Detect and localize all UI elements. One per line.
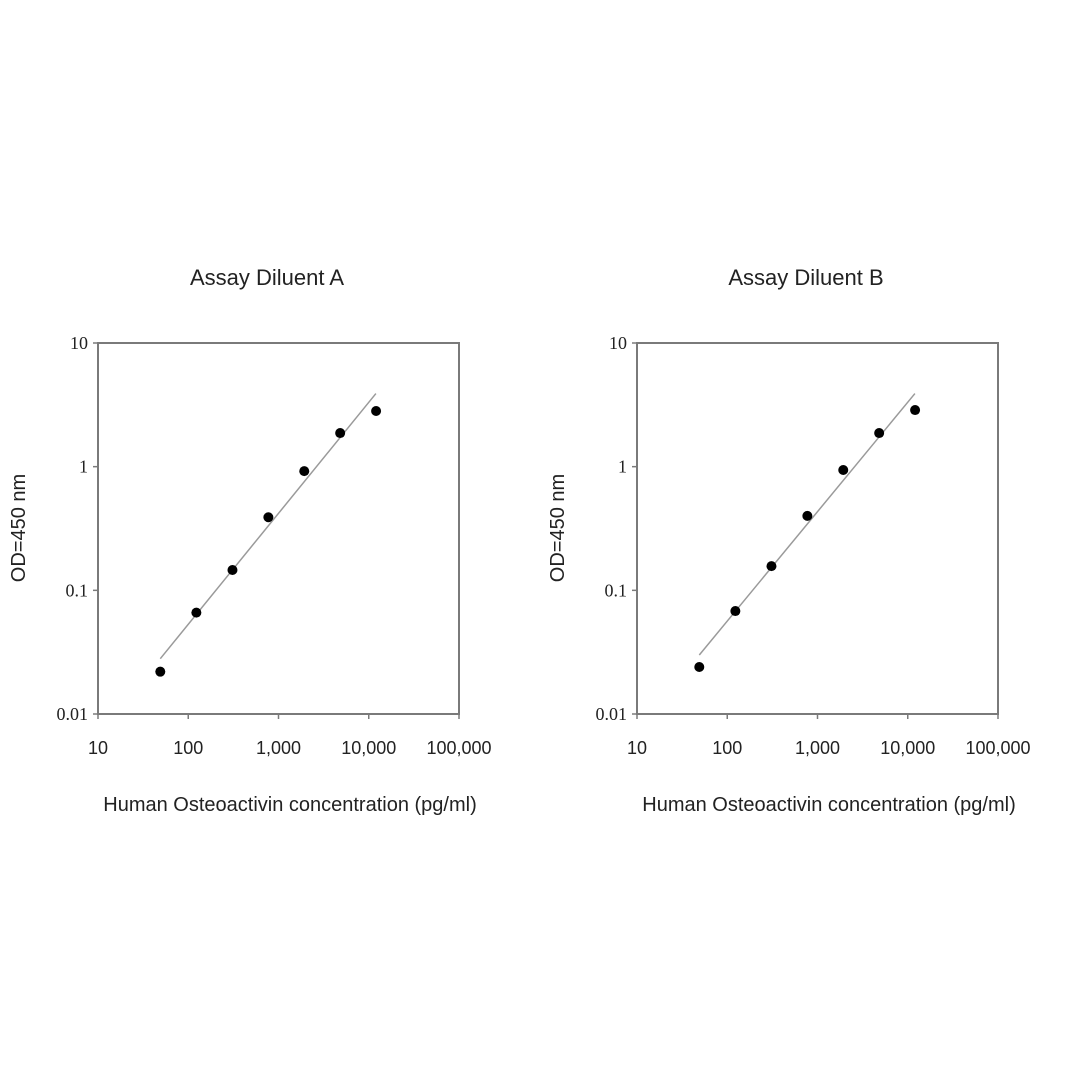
- data-point: [766, 561, 777, 572]
- y-tick-label: 0.01: [57, 704, 89, 724]
- data-points: [694, 405, 921, 672]
- data-point: [371, 405, 382, 416]
- y-tick-label: 10: [609, 333, 627, 353]
- y-tick-label: 0.1: [605, 580, 628, 600]
- y-axis-title: OD=450 nm: [8, 474, 30, 582]
- plot-frame: [636, 342, 999, 715]
- data-point: [335, 428, 346, 439]
- data-point: [910, 405, 921, 416]
- chart-title: Assay Diluent B: [728, 265, 883, 290]
- data-point: [191, 607, 202, 618]
- data-point: [802, 510, 813, 521]
- data-point: [838, 464, 849, 475]
- plot-frame: [97, 342, 460, 715]
- x-tick-label: 100,000: [965, 738, 1030, 758]
- x-tick-label: 1,000: [795, 738, 840, 758]
- x-tick-label: 10: [88, 738, 108, 758]
- x-tick-label: 10,000: [341, 738, 396, 758]
- x-ticks: 10 100 1,000 10,000 100,000: [88, 714, 492, 758]
- y-tick-label: 1: [79, 457, 88, 477]
- x-ticks: 10 100 1,000 10,000 100,000: [627, 714, 1031, 758]
- data-point: [155, 666, 166, 677]
- plot-area: 10 1 0.1 0.01 10 100 1,000 10,000 100,000: [596, 333, 1031, 758]
- chart-panel-b: Assay Diluent B OD=450 nm Human Osteoact…: [547, 265, 1031, 816]
- y-tick-label: 0.1: [66, 580, 89, 600]
- x-tick-label: 100: [712, 738, 742, 758]
- data-point: [694, 661, 705, 672]
- x-tick-label: 10: [627, 738, 647, 758]
- y-ticks: 10 1 0.1 0.01: [596, 333, 637, 724]
- data-point: [874, 428, 885, 439]
- x-tick-label: 100: [173, 738, 203, 758]
- y-tick-label: 1: [618, 457, 627, 477]
- y-axis-title: OD=450 nm: [547, 474, 569, 582]
- x-tick-label: 10,000: [880, 738, 935, 758]
- x-tick-label: 1,000: [256, 738, 301, 758]
- data-points: [155, 405, 382, 677]
- chart-title: Assay Diluent A: [190, 265, 344, 290]
- x-axis-title: Human Osteoactivin concentration (pg/ml): [642, 794, 1016, 816]
- y-ticks: 10 1 0.1 0.01: [57, 333, 98, 724]
- y-tick-label: 10: [70, 333, 88, 353]
- x-axis-title: Human Osteoactivin concentration (pg/ml): [103, 794, 477, 816]
- x-tick-label: 100,000: [426, 738, 491, 758]
- data-point: [299, 466, 310, 477]
- y-tick-label: 0.01: [596, 704, 628, 724]
- data-point: [227, 565, 238, 576]
- data-point: [730, 606, 741, 617]
- chart-panel-a: Assay Diluent A OD=450 nm Human Osteoact…: [8, 265, 492, 816]
- data-point: [263, 512, 274, 523]
- plot-area: 10 1 0.1 0.01 10 100 1,000 10,000 100,000: [57, 333, 492, 758]
